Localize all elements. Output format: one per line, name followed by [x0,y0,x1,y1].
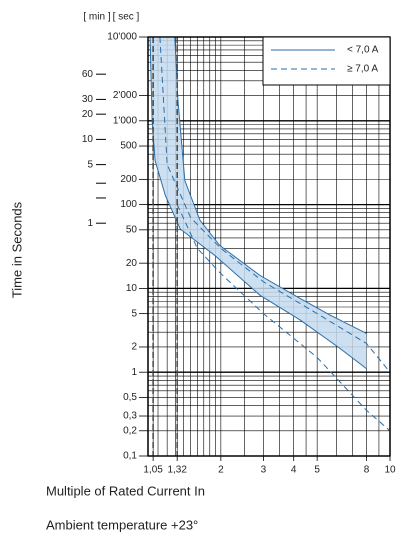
curve [174,36,367,334]
x-axis-label: Multiple of Rated Current In [46,483,205,498]
curve [159,36,391,373]
y-tick-label: 2'000 [113,90,138,101]
x-tick-label: 1,05 [143,465,163,476]
y-tick-label: 5 [131,308,137,319]
y-tick-label: 1'000 [113,115,138,126]
x-tick-label: 4 [291,465,297,476]
y2-tick-label: 60 [82,69,94,80]
y2-tick-label: 10 [82,134,94,145]
y-tick-label: 50 [126,224,138,235]
y2-header: [ min ] [83,12,110,23]
y-tick-label: 0,3 [123,411,137,422]
y-tick-label: 2 [131,342,137,353]
y-header: [ sec ] [113,12,140,23]
legend-label: < 7,0 A [347,45,379,56]
y-tick-label: 1 [131,367,137,378]
x-tick-label: 5 [314,465,320,476]
curve [176,204,391,432]
y-axis-label: Time in Seconds [9,201,24,298]
y2-tick-label: 30 [82,94,94,105]
x-tick-label: 8 [364,465,370,476]
y-tick-label: 200 [120,174,137,185]
y-tick-label: 20 [126,258,138,269]
legend-box [262,36,391,86]
x-tick-label: 2 [218,465,224,476]
y-tick-label: 500 [120,141,137,152]
x-tick-label: 3 [261,465,267,476]
y2-tick-label: 5 [87,159,93,170]
y-tick-label: 0,5 [123,392,137,403]
y2-tick-label: 1 [87,218,93,229]
y-tick-label: 0,2 [123,425,137,436]
y-tick-label: 10'000 [107,32,137,43]
band [150,37,367,369]
note: Ambient temperature +23° [46,517,198,532]
y2-tick-label: 20 [82,109,94,120]
y-tick-label: 0,1 [123,451,137,462]
x-tick-label: 1,32 [167,465,187,476]
plot-frame [147,36,391,457]
legend-label: ≥ 7,0 A [347,64,378,75]
y-tick-label: 10 [126,283,138,294]
x-tick-label: 10 [384,465,396,476]
y-tick-label: 100 [120,199,137,210]
